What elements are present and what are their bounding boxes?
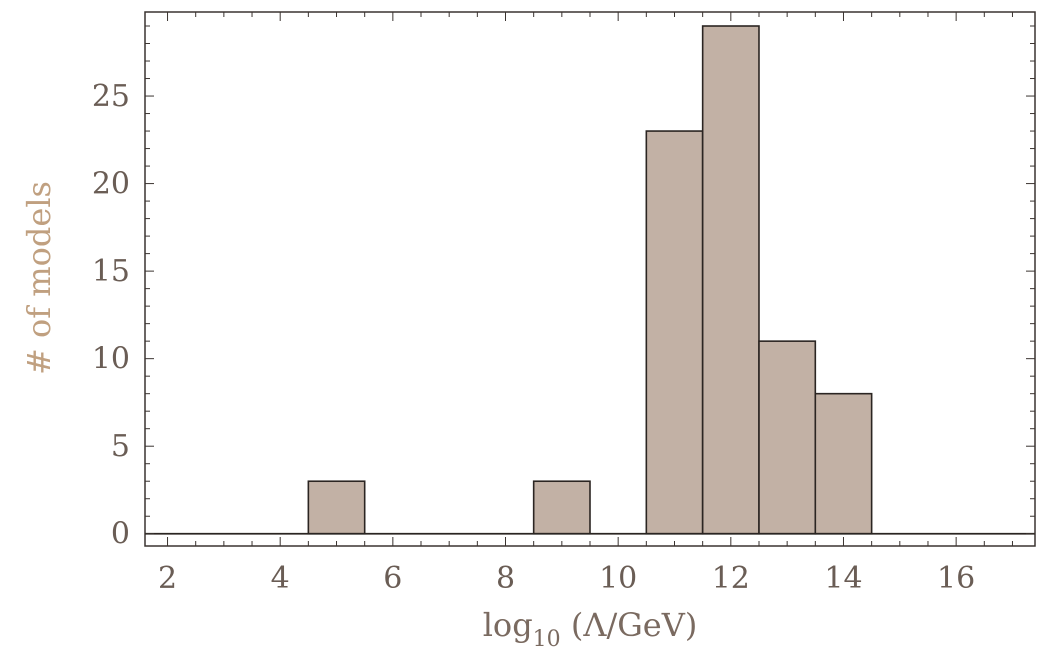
y-tick-label: 25 xyxy=(92,79,130,114)
x-tick-label: 10 xyxy=(599,561,637,596)
histogram-bar xyxy=(814,392,873,535)
bars-group xyxy=(307,25,873,535)
x-tick-label: 6 xyxy=(383,561,402,596)
x-tick-label: 12 xyxy=(712,561,750,596)
histogram-bar xyxy=(758,340,817,535)
x-axis-title-prefix: log xyxy=(483,606,533,644)
x-tick-label: 4 xyxy=(271,561,290,596)
y-tick-label: 10 xyxy=(92,342,130,377)
y-tick-labels: 0 5 10 15 20 25 xyxy=(92,79,130,552)
x-axis-ticks xyxy=(167,12,1013,546)
x-axis-title-suffix: (Λ/GeV) xyxy=(561,606,698,644)
x-tick-label: 2 xyxy=(158,561,177,596)
histogram-bar xyxy=(701,25,760,535)
y-tick-label: 20 xyxy=(92,167,130,202)
x-tick-labels: 2 4 6 8 10 12 14 16 xyxy=(158,561,975,596)
histogram-bar xyxy=(532,480,591,535)
x-tick-label: 16 xyxy=(937,561,975,596)
y-tick-label: 15 xyxy=(92,254,130,289)
histogram-bar xyxy=(645,130,704,535)
x-axis-title-subscript: 10 xyxy=(533,627,561,652)
x-tick-label: 8 xyxy=(496,561,515,596)
x-axis-title: log10 (Λ/GeV) xyxy=(483,606,698,652)
y-tick-label: 0 xyxy=(111,517,130,552)
plot-frame xyxy=(144,11,1036,547)
x-tick-label: 14 xyxy=(824,561,862,596)
y-axis-ticks xyxy=(145,25,1035,535)
y-tick-label: 5 xyxy=(111,429,130,464)
y-axis-title: # of models xyxy=(20,181,58,375)
histogram-bar xyxy=(307,480,366,535)
